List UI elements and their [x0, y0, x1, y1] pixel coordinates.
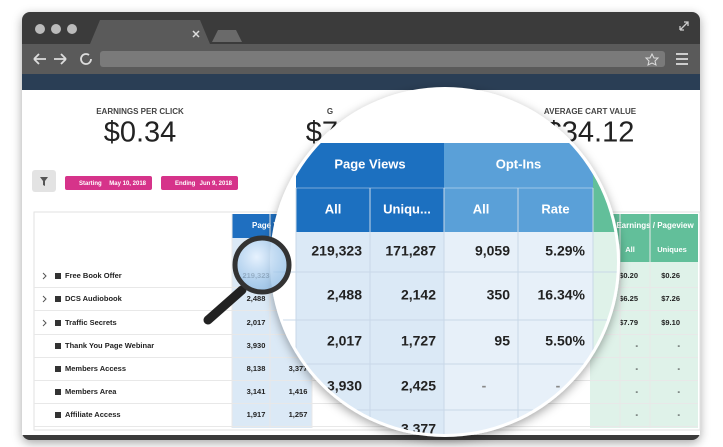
cell: 3,141: [247, 387, 266, 396]
stat-label: AVERAGE CART VALUE: [544, 107, 637, 116]
earnings-cell: $7.26: [661, 294, 680, 303]
column-header: All: [473, 201, 490, 216]
bookmark-star[interactable]: [644, 52, 660, 66]
column-header: All: [325, 201, 342, 216]
earnings-cell: -: [636, 364, 639, 373]
tab[interactable]: [90, 20, 210, 44]
row-label: Members Area: [65, 387, 117, 396]
filter-icon: [40, 177, 48, 186]
zoom-cell: 5.29%: [545, 243, 585, 259]
earnings-cell: $7.79: [619, 318, 638, 327]
row-label: Free Book Offer: [65, 271, 122, 280]
date-chip[interactable]: [65, 176, 152, 190]
cell: 3,377: [289, 364, 308, 373]
cell: 2,488: [247, 294, 266, 303]
window-button[interactable]: [35, 24, 45, 34]
expand-arrow[interactable]: [42, 272, 47, 280]
earnings-cell: -: [678, 387, 681, 396]
row-icon: [55, 412, 61, 418]
earnings-column: All: [625, 245, 635, 254]
column-header: Uniqu...: [383, 201, 431, 216]
window-button[interactable]: [67, 24, 77, 34]
row-label: Thank You Page Webinar: [65, 341, 154, 350]
new-tab[interactable]: [212, 30, 242, 42]
chip-date: May 10, 2018: [109, 181, 146, 187]
zoom-cell: 16.34%: [538, 287, 586, 303]
forward-button[interactable]: [54, 53, 67, 65]
reload-button[interactable]: [80, 53, 92, 65]
menu-button[interactable]: [676, 53, 688, 65]
row-label: Members Access: [65, 364, 126, 373]
row-label: Traffic Secrets: [65, 318, 117, 327]
row-icon: [55, 389, 61, 395]
date-chip[interactable]: [161, 176, 238, 190]
chip-date: Jun 9, 2018: [200, 181, 233, 187]
earnings-cell: -: [636, 410, 639, 419]
zoom-cell: 350: [487, 287, 511, 303]
zoom-cell: 3,930: [327, 378, 362, 394]
zoom-cell: 171,287: [385, 243, 436, 259]
row-label: Affiliate Access: [65, 410, 121, 419]
row-label: DCS Audiobook: [65, 294, 123, 303]
stat-value: $0.34: [104, 117, 177, 149]
earnings-cell: -: [678, 341, 681, 350]
tab-close[interactable]: [192, 30, 200, 38]
window-button[interactable]: [51, 24, 61, 34]
group-header: Opt-Ins: [496, 156, 542, 171]
earnings-header-text: Earnings / Pageview: [616, 221, 694, 230]
zoom-cell: 9,059: [475, 243, 510, 259]
earnings-column: Uniques: [657, 245, 687, 254]
chip-label: Starting: [79, 181, 102, 187]
expand-arrow[interactable]: [42, 295, 47, 303]
cell: 1,416: [289, 387, 308, 396]
app-header: [22, 74, 700, 90]
cell: 3,930: [247, 341, 266, 350]
cell: 1,257: [289, 410, 308, 419]
earnings-cell: -: [678, 410, 681, 419]
stat-label: G: [327, 107, 333, 116]
earnings-cell: -: [678, 364, 681, 373]
zoom-cell: 2,017: [327, 333, 362, 349]
row-icon: [55, 296, 61, 302]
column-header-text: Page V: [252, 221, 279, 230]
earnings-cell: $0.20: [619, 271, 638, 280]
earnings-cell: -: [636, 387, 639, 396]
cell: 2,017: [247, 318, 266, 327]
earnings-cell: -: [636, 341, 639, 350]
zoom-cell: 219,323: [311, 243, 362, 259]
expand-arrow[interactable]: [42, 319, 47, 327]
row-icon: [55, 343, 61, 349]
earnings-cell: $9.10: [661, 318, 680, 327]
magnifier-handle: [203, 285, 247, 325]
row-icon: [55, 320, 61, 326]
zoom-cell: -: [556, 378, 561, 394]
chip-label: Ending: [175, 181, 196, 187]
zoom-cell: 1,727: [401, 333, 436, 349]
address-bar[interactable]: [100, 51, 665, 67]
earnings-cell: $0.26: [661, 271, 680, 280]
zoom-cell: 2,142: [401, 287, 436, 303]
magnifier-glass: [232, 235, 292, 295]
zoom-cell: 2,488: [327, 287, 362, 303]
expand-icon[interactable]: [679, 21, 689, 31]
zoom-cell: 95: [494, 333, 510, 349]
cell: 8,138: [247, 364, 266, 373]
zoom-cell: 2,425: [401, 378, 436, 394]
row-icon: [55, 366, 61, 372]
stat-label: EARNINGS PER CLICK: [96, 107, 184, 116]
cell: 1,917: [247, 410, 266, 419]
zoom-cell: -: [482, 378, 487, 394]
row-icon: [55, 273, 61, 279]
column-header: Rate: [541, 201, 569, 216]
back-button[interactable]: [33, 53, 46, 65]
earnings-cell: $6.25: [619, 294, 638, 303]
group-header: Page Views: [334, 156, 405, 171]
zoom-cell: 5.50%: [545, 333, 585, 349]
